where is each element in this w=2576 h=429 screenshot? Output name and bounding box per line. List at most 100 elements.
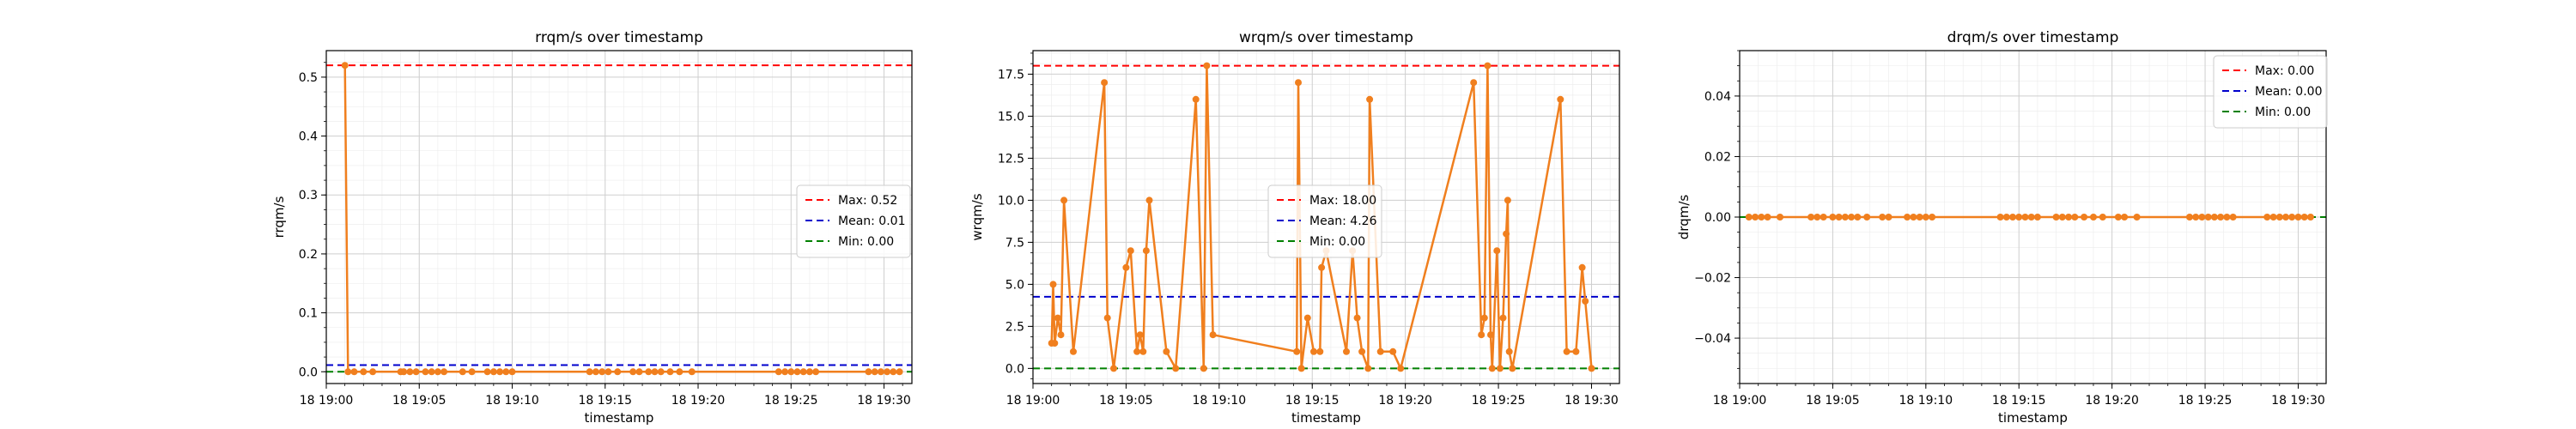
legend-label-2: Mean: 0.00 <box>2255 85 2322 99</box>
data-point <box>1487 331 1494 339</box>
data-point <box>1192 95 1200 103</box>
legend-label-2: Mean: 4.26 <box>1309 214 1377 228</box>
data-point <box>2090 214 2097 221</box>
data-point <box>468 368 476 376</box>
data-point <box>1110 365 1117 372</box>
data-point <box>1133 347 1141 355</box>
y-tick-label: 5.0 <box>1005 278 1024 292</box>
data-point <box>2269 214 2277 221</box>
data-point <box>1470 79 1478 87</box>
data-point <box>1820 214 1827 221</box>
x-tick-label: 18 19:00 <box>300 394 354 408</box>
data-point <box>2065 214 2073 221</box>
x-tick-label: 18 19:00 <box>1006 394 1060 408</box>
data-point <box>1496 365 1504 372</box>
data-point <box>2282 214 2289 221</box>
data-point <box>657 368 665 376</box>
y-axis-label: rrqm/s <box>271 196 287 238</box>
chart-title: wrqm/s over timestamp <box>1239 29 1413 46</box>
x-tick-label: 18 19:20 <box>1378 394 1432 408</box>
data-point <box>1303 314 1311 322</box>
legend-box <box>2213 55 2328 129</box>
data-point <box>1127 247 1134 255</box>
data-point <box>341 62 349 69</box>
data-point <box>1505 347 1513 355</box>
data-point <box>1752 214 1759 221</box>
data-point <box>1504 196 1511 204</box>
y-tick-label: −0.04 <box>1694 332 1731 346</box>
data-point <box>1051 340 1059 347</box>
data-point <box>2263 214 2271 221</box>
data-point <box>775 368 782 376</box>
x-axis-label: timestamp <box>585 410 654 426</box>
data-point <box>1563 347 1571 355</box>
data-point <box>1316 347 1324 355</box>
data-point <box>592 368 599 376</box>
y-tick-label: 0.0 <box>1005 362 1024 376</box>
data-point <box>1480 314 1488 322</box>
x-tick-label: 18 19:25 <box>2178 394 2233 408</box>
data-point <box>676 368 683 376</box>
chart-title: rrqm/s over timestamp <box>535 29 703 46</box>
data-point <box>799 368 807 376</box>
legend-label-1: Max: 0.52 <box>838 194 897 208</box>
data-point <box>1910 214 1917 221</box>
data-point <box>2133 214 2141 221</box>
legend-label-3: Min: 0.00 <box>2255 106 2311 119</box>
data-point <box>1863 214 1871 221</box>
data-point <box>1310 347 1317 355</box>
data-point <box>1295 79 1302 87</box>
data-point <box>2294 214 2302 221</box>
y-tick-label: 0.1 <box>299 307 318 321</box>
data-point <box>508 368 516 376</box>
data-point <box>1049 281 1057 288</box>
data-point <box>1854 214 1862 221</box>
data-point <box>2275 214 2283 221</box>
data-point <box>422 368 429 376</box>
data-point <box>1904 214 1911 221</box>
y-tick-label: 0.02 <box>1704 150 1731 164</box>
data-point <box>360 368 368 376</box>
y-tick-label: 0.4 <box>299 130 318 144</box>
data-point <box>2288 214 2296 221</box>
data-point <box>440 368 448 376</box>
y-tick-label: 12.5 <box>998 152 1024 166</box>
data-point <box>1397 365 1405 372</box>
data-point <box>1848 214 1856 221</box>
chart-1: 18 19:00 18 19:05 18 19:10 18 19:15 18 19:20… <box>271 29 913 426</box>
data-point <box>651 368 659 376</box>
data-point <box>1493 247 1501 255</box>
data-point <box>1509 365 1516 372</box>
x-tick-label: 18 19:20 <box>671 394 726 408</box>
data-point <box>489 368 497 376</box>
y-tick-label: −0.02 <box>1694 272 1731 286</box>
data-point <box>1101 79 1109 87</box>
y-tick-label: 17.5 <box>998 68 1024 82</box>
data-point <box>1503 230 1510 238</box>
x-tick-label: 18 19:15 <box>578 394 632 408</box>
y-tick-label: 0.3 <box>299 189 318 202</box>
data-point <box>2002 214 2010 221</box>
legend-box <box>1267 184 1382 258</box>
data-point <box>1343 347 1350 355</box>
x-tick-label: 18 19:25 <box>764 394 818 408</box>
data-point <box>1376 347 1384 355</box>
y-tick-label: 7.5 <box>1005 236 1024 250</box>
data-point <box>459 368 466 376</box>
data-point <box>502 368 510 376</box>
x-tick-label: 18 19:10 <box>1899 394 1953 408</box>
y-tick-label: 15.0 <box>998 110 1024 124</box>
data-point <box>635 368 643 376</box>
y-tick-label: 0.0 <box>299 366 318 379</box>
data-point <box>1318 263 1326 271</box>
data-point <box>2192 214 2200 221</box>
data-point <box>2033 214 2041 221</box>
data-point <box>629 368 637 376</box>
data-point <box>1139 347 1147 355</box>
data-point <box>1358 347 1366 355</box>
data-point <box>496 368 504 376</box>
data-point <box>1777 214 1783 221</box>
data-point <box>1588 365 1595 372</box>
data-point <box>1578 263 1586 271</box>
